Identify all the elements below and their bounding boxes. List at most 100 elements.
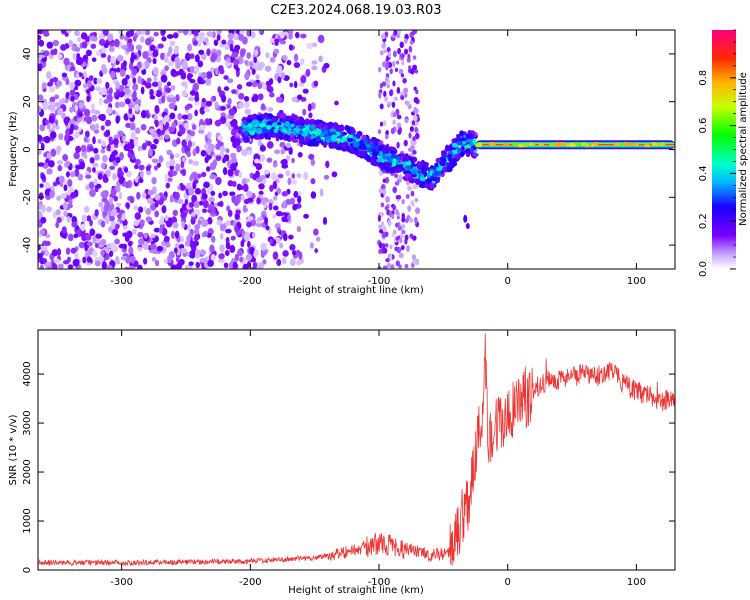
spectrogram-cell xyxy=(74,168,80,177)
spectrogram-cell xyxy=(166,51,171,57)
spectrogram-cell xyxy=(187,187,195,196)
spectrogram-cell xyxy=(128,265,135,269)
spectrogram-cell xyxy=(178,258,185,266)
spectrogram-cell xyxy=(253,249,259,258)
spectrogram-cell xyxy=(285,142,292,149)
spectrogram-cell xyxy=(189,78,196,84)
spectrogram-cell xyxy=(381,243,386,250)
spectrogram-cell xyxy=(386,47,391,53)
spectrogram-cell xyxy=(243,198,250,205)
spectrogram-cell xyxy=(166,34,174,39)
spectrogram-cell xyxy=(367,146,373,153)
spectrogram-cell xyxy=(61,97,66,104)
spectrogram-cell xyxy=(387,156,394,164)
spectrogram-cell xyxy=(181,114,189,120)
spectrogram-cell xyxy=(382,265,388,269)
spectrogram-cell xyxy=(414,69,419,74)
spectrogram-cell xyxy=(292,203,298,211)
spectrogram-cell xyxy=(309,120,314,126)
spectrogram-cell xyxy=(220,106,226,111)
spectrogram-cell xyxy=(277,173,284,179)
spectrogram-cell xyxy=(57,107,64,116)
spectrogram-cell xyxy=(151,257,157,262)
spectrogram-cell xyxy=(66,215,71,223)
colorbar-ticks: 0.0 0.2 0.4 0.6 0.8 xyxy=(698,29,736,277)
spectrogram-cell xyxy=(60,193,67,200)
spectrogram-cell xyxy=(403,139,408,147)
spectrogram-cell xyxy=(651,142,657,146)
spectrogram-cell xyxy=(107,33,114,42)
spectrogram-cell xyxy=(94,123,99,131)
spectrogram-cell xyxy=(281,191,289,197)
spectrogram-x-label: Height of straight line (km) xyxy=(288,285,424,296)
spectrogram-cell xyxy=(266,125,272,130)
spectrogram-cell xyxy=(252,119,259,126)
spectrogram-cell xyxy=(206,166,211,172)
y-tick-label: 0 xyxy=(22,146,33,152)
spectrogram-cell xyxy=(322,217,328,225)
spectrogram-cell xyxy=(170,264,178,269)
x-tick-label: 0 xyxy=(505,276,511,287)
spectrogram-cell xyxy=(402,77,407,84)
spectrogram-cell xyxy=(164,214,169,222)
spectrogram-cell xyxy=(181,221,185,229)
spectrogram-cell xyxy=(168,102,176,110)
spectrogram-cell xyxy=(158,220,165,225)
spectrogram-cell xyxy=(46,71,52,80)
spectrogram-cell xyxy=(64,134,69,143)
spectrogram-cell xyxy=(229,57,235,63)
spectrogram-cell xyxy=(378,241,383,249)
spectrogram-cell xyxy=(392,80,396,87)
spectrogram-cell xyxy=(413,86,417,91)
spectrogram-cell xyxy=(127,151,133,159)
spectrogram-cell xyxy=(38,35,42,40)
spectrogram-cell xyxy=(253,93,259,103)
spectrogram-cell xyxy=(82,83,89,89)
spectrogram-cell xyxy=(97,139,102,144)
spectrogram-cell xyxy=(290,123,295,128)
spectrogram-cell xyxy=(293,53,299,62)
spectrogram-cell xyxy=(126,230,133,239)
spectrogram-cell xyxy=(198,36,206,42)
spectrogram-cell xyxy=(86,95,91,103)
spectrogram-cell xyxy=(128,246,134,255)
spectrogram-cell xyxy=(279,31,285,39)
spectrogram-cell xyxy=(397,47,401,55)
figure-title: C2E3.2024.068.19.03.R03 xyxy=(270,3,441,18)
spectrogram-cell xyxy=(231,156,237,164)
spectrogram-cell xyxy=(198,200,204,206)
spectrogram-cell xyxy=(412,55,417,60)
spectrogram-cell xyxy=(137,246,143,252)
spectrogram-cell xyxy=(50,49,55,56)
spectrogram-cell xyxy=(199,249,207,256)
spectrogram-cell xyxy=(57,263,64,269)
spectrogram-cell xyxy=(414,178,422,185)
spectrogram-cell xyxy=(68,199,73,206)
spectrogram-cell xyxy=(395,195,400,200)
spectrogram-cell xyxy=(41,204,46,213)
spectrogram-cell xyxy=(330,142,338,149)
spectrogram-cell xyxy=(38,210,43,220)
spectrogram-cell xyxy=(225,241,231,250)
spectrogram-cell xyxy=(109,165,116,171)
spectrogram-cell xyxy=(229,43,234,52)
spectrogram-cell xyxy=(384,205,389,211)
spectrogram-cell xyxy=(188,261,194,266)
spectrogram-cell xyxy=(276,65,283,73)
spectrogram-cell xyxy=(358,150,363,156)
spectrogram-cell xyxy=(304,129,312,134)
spectrogram-cell xyxy=(119,33,125,40)
spectrogram-cell xyxy=(276,187,282,195)
spectrogram-cell xyxy=(199,257,207,263)
spectrogram-cell xyxy=(65,78,70,86)
spectrogram-cell xyxy=(85,49,92,57)
spectrogram-cell xyxy=(353,147,358,152)
spectrogram-cell xyxy=(166,177,173,182)
spectrogram-cell xyxy=(243,183,249,192)
spectrogram-cell xyxy=(95,183,102,189)
spectrogram-cell xyxy=(156,80,163,89)
spectrogram-cell xyxy=(133,219,140,227)
spectrogram-cell xyxy=(503,143,510,147)
spectrogram-cell xyxy=(225,228,232,234)
spectrogram-cell xyxy=(70,171,76,178)
